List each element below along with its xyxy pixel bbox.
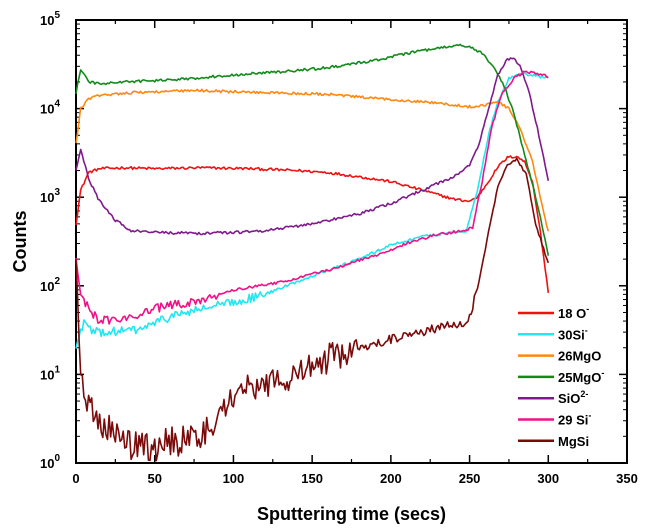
series-line-sio xyxy=(75,57,550,236)
y-axis: 100 101 102 103 104 105 xyxy=(40,10,627,471)
series-line-18-o xyxy=(75,155,550,293)
y-tick-label: 104 xyxy=(40,99,60,117)
x-tick-label: 100 xyxy=(223,471,245,486)
x-tick-label: 200 xyxy=(380,471,402,486)
plot-frame xyxy=(75,19,628,464)
x-tick-label: 250 xyxy=(459,471,481,486)
series-line-29-si xyxy=(75,70,549,325)
series-line-30si xyxy=(75,71,549,349)
legend: 18 O- 30Si- 26MgO 25MgO- SiO2- 29 Si- MgSi xyxy=(518,304,604,449)
y-tick-label: 100 xyxy=(40,453,60,471)
series-line-mgsi xyxy=(75,157,550,462)
x-tick-label: 50 xyxy=(147,471,161,486)
series-line-25mgo xyxy=(75,43,550,256)
series-line-26mgo xyxy=(75,88,550,232)
legend-label-26mgo: 26MgO xyxy=(558,349,601,364)
legend-label-30si: 30Si- xyxy=(558,325,588,342)
y-tick-label: 103 xyxy=(40,187,60,205)
x-axis: 0 50 100 150 200 250 300 350 xyxy=(72,20,638,486)
x-tick-label: 150 xyxy=(301,471,323,486)
legend-label-25mgo: 25MgO- xyxy=(558,368,604,385)
series-layer xyxy=(75,43,550,462)
legend-label-sio: SiO2- xyxy=(558,389,588,406)
y-tick-label: 102 xyxy=(40,276,60,294)
y-axis-title: Counts xyxy=(10,211,30,273)
legend-label-mgsi: MgSi xyxy=(558,434,589,449)
x-tick-label: 0 xyxy=(72,471,79,486)
y-tick-label: 101 xyxy=(40,364,60,382)
legend-label-29-si: 29 Si- xyxy=(558,411,591,428)
y-tick-label: 105 xyxy=(40,10,60,28)
x-axis-title: Sputtering time (secs) xyxy=(257,504,446,524)
x-tick-label: 300 xyxy=(537,471,559,486)
x-tick-label: 350 xyxy=(616,471,638,486)
legend-label-18-o: 18 O- xyxy=(558,304,589,321)
